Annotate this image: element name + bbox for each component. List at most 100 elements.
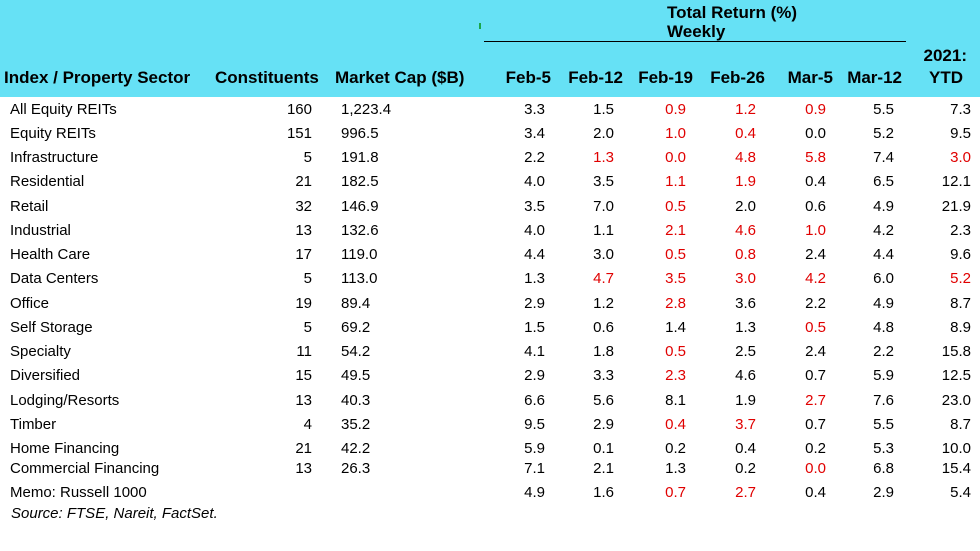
market-cap-cell: 49.5 <box>341 367 371 384</box>
ytd-cell: 15.4 <box>941 460 971 477</box>
ytd-cell: 9.5 <box>950 125 971 142</box>
row-name: Health Care <box>10 246 91 263</box>
table-row: Industrial 13 132.6 4.0 1.1 2.1 4.6 1.0 4.2 2.3 <box>0 222 980 244</box>
column-header-8: Mar-12 <box>847 68 902 87</box>
weekly-return-cell: 1.5 <box>593 101 614 118</box>
weekly-return-cell: 0.6 <box>593 319 614 336</box>
market-cap-cell: 182.5 <box>341 173 379 190</box>
weekly-return-cell: 2.9 <box>593 416 614 433</box>
row-name: Home Financing <box>10 440 120 457</box>
constituents-cell: 5 <box>303 270 312 287</box>
ytd-cell: 10.0 <box>941 440 971 457</box>
weekly-return-cell: 1.0 <box>665 125 686 142</box>
table-row: All Equity REITs 160 1,223.4 3.3 1.5 0.9 1.2 0.… <box>0 101 980 123</box>
weekly-return-cell: 5.8 <box>805 149 826 166</box>
ytd-cell: 12.5 <box>941 367 971 384</box>
constituents-cell: 151 <box>286 125 312 142</box>
weekly-return-cell: 0.1 <box>593 440 614 457</box>
weekly-return-cell: 4.8 <box>735 149 756 166</box>
row-name: Diversified <box>10 367 81 384</box>
weekly-return-cell: 1.3 <box>665 460 686 477</box>
weekly-return-cell: 2.4 <box>805 343 826 360</box>
weekly-return-cell: 4.6 <box>735 222 756 239</box>
weekly-return-cell: 0.4 <box>735 440 756 457</box>
weekly-return-cell: 0.7 <box>805 416 826 433</box>
table-row: Self Storage 5 69.2 1.5 0.6 1.4 1.3 0.5 4.8 8.9 <box>0 319 980 341</box>
market-cap-cell: 89.4 <box>341 295 371 312</box>
group-title-weekly: Weekly <box>667 22 726 41</box>
row-name: Residential <box>10 173 85 190</box>
weekly-return-cell: 5.9 <box>524 440 545 457</box>
column-header-5: Feb-19 <box>638 68 693 87</box>
weekly-return-cell: 1.3 <box>524 270 545 287</box>
market-cap-cell: 132.6 <box>341 222 379 239</box>
weekly-return-cell: 4.2 <box>873 222 894 239</box>
weekly-return-cell: 4.8 <box>873 319 894 336</box>
weekly-return-cell: 0.2 <box>665 440 686 457</box>
weekly-return-cell: 2.3 <box>665 367 686 384</box>
weekly-return-cell: 1.6 <box>593 484 614 501</box>
row-name: All Equity REITs <box>10 101 117 118</box>
weekly-return-cell: 8.1 <box>665 392 686 409</box>
market-cap-cell: 54.2 <box>341 343 371 360</box>
weekly-return-cell: 5.5 <box>873 101 894 118</box>
constituents-cell: 21 <box>295 173 312 190</box>
weekly-return-cell: 0.5 <box>665 198 686 215</box>
weekly-return-cell: 1.2 <box>593 295 614 312</box>
ytd-cell: 7.3 <box>950 101 971 118</box>
weekly-return-cell: 0.9 <box>665 101 686 118</box>
weekly-return-cell: 1.0 <box>805 222 826 239</box>
weekly-return-cell: 7.0 <box>593 198 614 215</box>
weekly-return-cell: 4.9 <box>524 484 545 501</box>
market-cap-cell: 146.9 <box>341 198 379 215</box>
constituents-cell: 21 <box>295 440 312 457</box>
constituents-cell: 13 <box>295 222 312 239</box>
table-header: Total Return (%) Weekly 2021: YTD Index … <box>0 0 980 97</box>
ytd-cell: 21.9 <box>941 198 971 215</box>
weekly-underline <box>484 41 906 42</box>
weekly-return-cell: 1.2 <box>735 101 756 118</box>
constituents-cell: 160 <box>286 101 312 118</box>
weekly-return-cell: 7.4 <box>873 149 894 166</box>
ytd-cell: 8.9 <box>950 319 971 336</box>
weekly-return-cell: 5.6 <box>593 392 614 409</box>
weekly-return-cell: 0.6 <box>805 198 826 215</box>
table-row: Health Care 17 119.0 4.4 3.0 0.5 0.8 2.4 4.4 9.6 <box>0 246 980 268</box>
weekly-return-cell: 7.6 <box>873 392 894 409</box>
weekly-return-cell: 0.5 <box>665 343 686 360</box>
weekly-return-cell: 0.0 <box>805 125 826 142</box>
ytd-cell: 9.6 <box>950 246 971 263</box>
constituents-cell: 4 <box>303 416 312 433</box>
weekly-return-cell: 5.5 <box>873 416 894 433</box>
weekly-return-cell: 3.4 <box>524 125 545 142</box>
market-cap-cell: 35.2 <box>341 416 371 433</box>
column-header-7: Mar-5 <box>787 68 833 87</box>
market-cap-cell: 26.3 <box>341 460 371 477</box>
row-name: Data Centers <box>10 270 99 287</box>
ytd-cell: 23.0 <box>941 392 971 409</box>
weekly-return-cell: 6.6 <box>524 392 545 409</box>
weekly-return-cell: 2.8 <box>665 295 686 312</box>
weekly-return-cell: 3.5 <box>524 198 545 215</box>
table-row: Lodging/Resorts 13 40.3 6.6 5.6 8.1 1.9 2.7 7.6 2… <box>0 392 980 414</box>
ytd-cell: 8.7 <box>950 295 971 312</box>
weekly-return-cell: 4.9 <box>873 295 894 312</box>
source-note: Source: FTSE, Nareit, FactSet. <box>11 505 218 522</box>
weekly-return-cell: 0.4 <box>665 416 686 433</box>
weekly-return-cell: 1.5 <box>524 319 545 336</box>
weekly-return-cell: 3.3 <box>524 101 545 118</box>
row-name: Retail <box>10 198 49 215</box>
row-name: Industrial <box>10 222 71 239</box>
weekly-return-cell: 5.3 <box>873 440 894 457</box>
weekly-return-cell: 3.7 <box>735 416 756 433</box>
weekly-return-cell: 0.7 <box>805 367 826 384</box>
weekly-return-cell: 5.2 <box>873 125 894 142</box>
table-row: Retail 32 146.9 3.5 7.0 0.5 2.0 0.6 4.9 21.9 <box>0 198 980 220</box>
weekly-return-cell: 6.5 <box>873 173 894 190</box>
weekly-return-cell: 4.1 <box>524 343 545 360</box>
group-title-total-return: Total Return (%) <box>667 3 798 22</box>
weekly-return-cell: 1.1 <box>593 222 614 239</box>
market-cap-cell: 996.5 <box>341 125 379 142</box>
weekly-return-cell: 0.0 <box>665 149 686 166</box>
weekly-return-cell: 2.9 <box>524 295 545 312</box>
